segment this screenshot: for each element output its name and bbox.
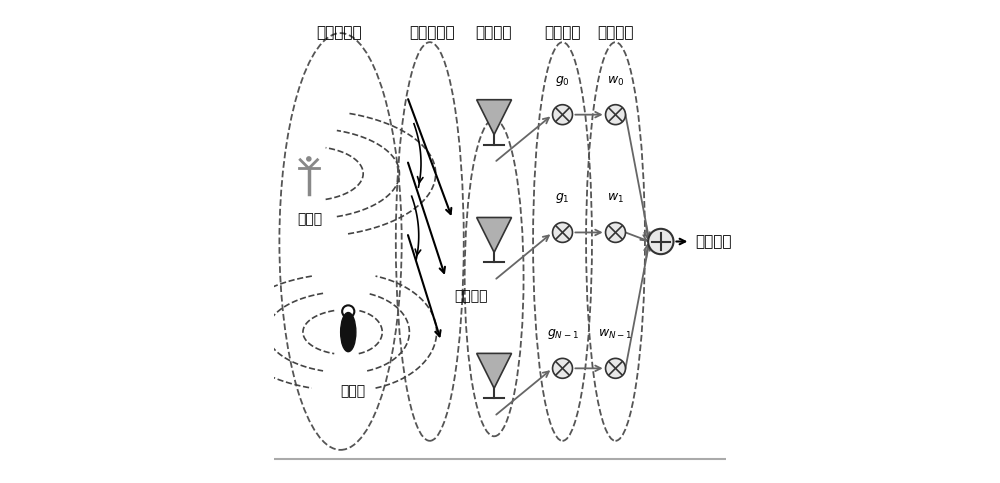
Text: 来向误差: 来向误差 — [597, 26, 634, 41]
Text: 阵列输出: 阵列输出 — [695, 234, 731, 249]
Text: 近场源: 近场源 — [340, 384, 365, 398]
Text: 远近场失配: 远近场失配 — [316, 26, 362, 41]
Text: $g_0$: $g_0$ — [555, 74, 570, 88]
Text: 波前失真等: 波前失真等 — [409, 26, 455, 41]
Circle shape — [553, 105, 572, 125]
Circle shape — [648, 229, 673, 254]
Polygon shape — [477, 354, 512, 388]
Text: 位置误差: 位置误差 — [475, 26, 511, 41]
Text: 互耦误差: 互耦误差 — [454, 289, 487, 303]
Circle shape — [606, 358, 625, 378]
Polygon shape — [477, 99, 512, 135]
Circle shape — [307, 157, 311, 161]
Text: $w_1$: $w_1$ — [607, 192, 624, 205]
Polygon shape — [477, 217, 512, 253]
Text: $w_{N-1}$: $w_{N-1}$ — [598, 328, 633, 341]
Text: $w_0$: $w_0$ — [607, 74, 624, 88]
Text: $g_{N-1}$: $g_{N-1}$ — [547, 327, 578, 341]
Ellipse shape — [341, 313, 356, 352]
Text: 幅相误差: 幅相误差 — [544, 26, 581, 41]
Circle shape — [606, 223, 625, 242]
Text: 远场源: 远场源 — [297, 212, 322, 226]
Circle shape — [606, 105, 625, 125]
Circle shape — [553, 223, 572, 242]
Text: $g_1$: $g_1$ — [555, 191, 570, 205]
Circle shape — [553, 358, 572, 378]
